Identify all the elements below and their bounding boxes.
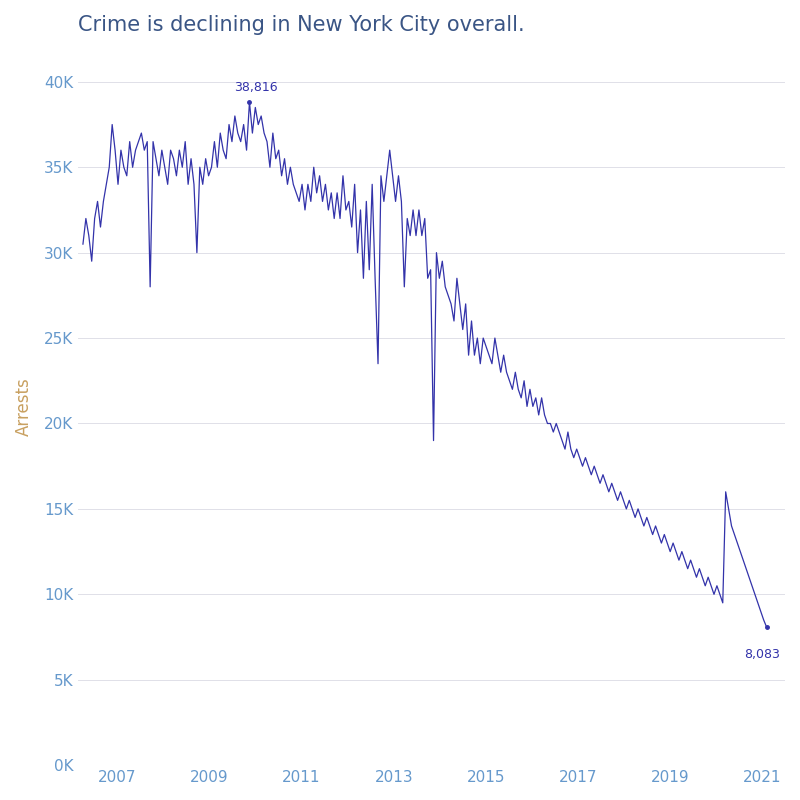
Text: 38,816: 38,816 bbox=[234, 81, 278, 94]
Y-axis label: Arrests: Arrests bbox=[15, 377, 33, 436]
Text: 8,083: 8,083 bbox=[744, 647, 780, 661]
Text: Crime is declining in New York City overall.: Crime is declining in New York City over… bbox=[78, 15, 525, 35]
